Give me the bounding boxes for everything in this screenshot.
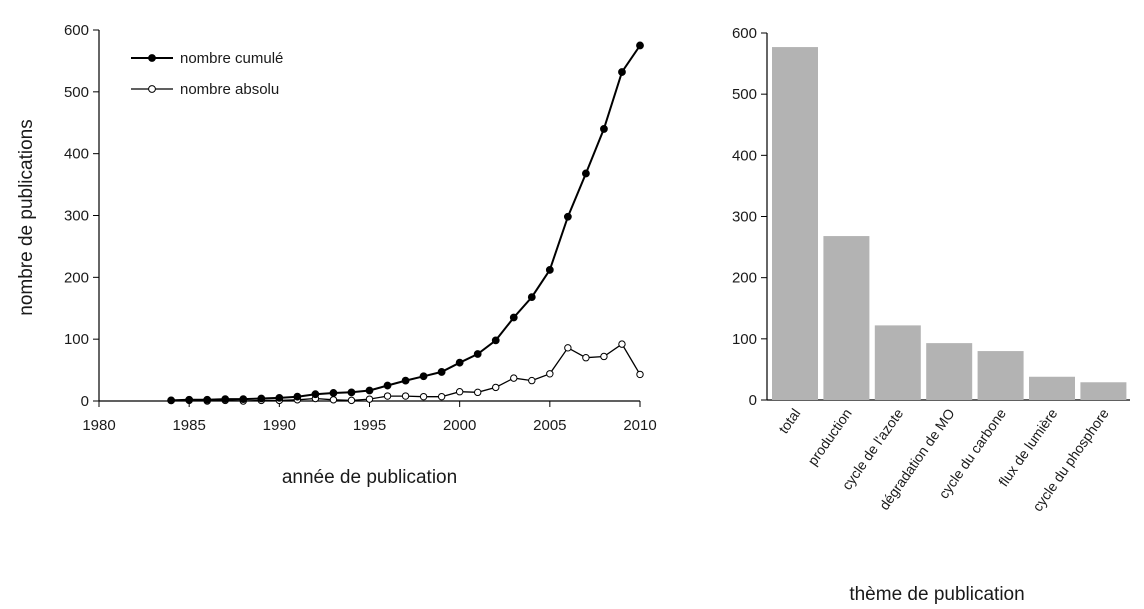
bar bbox=[1080, 382, 1127, 400]
x-tick-label: 2005 bbox=[533, 417, 566, 434]
y-tick-label: 400 bbox=[732, 147, 757, 164]
data-point bbox=[492, 383, 500, 392]
data-point bbox=[437, 368, 446, 376]
data-point bbox=[419, 372, 428, 381]
line-chart: 1980 1985 1990 1995 2000 2005 2010 0 100 200 300 40… bbox=[16, 22, 657, 488]
data-point bbox=[383, 381, 392, 390]
data-point bbox=[636, 41, 644, 50]
x-tick-label: 2010 bbox=[623, 417, 656, 434]
data-point bbox=[509, 313, 518, 322]
y-tick-label: 600 bbox=[732, 25, 757, 42]
data-point bbox=[491, 336, 500, 345]
x-tick-label: 1980 bbox=[82, 417, 115, 434]
data-point bbox=[600, 352, 608, 361]
data-point bbox=[293, 392, 302, 401]
y-tick-label: 0 bbox=[81, 393, 89, 410]
y-tick-label: 0 bbox=[749, 392, 757, 409]
category-label: production bbox=[804, 406, 855, 469]
bar bbox=[772, 47, 818, 401]
y-tick-label: 500 bbox=[64, 84, 89, 101]
y-tick-label: 100 bbox=[64, 331, 89, 348]
data-point bbox=[437, 392, 446, 401]
x-axis-title: année de publication bbox=[282, 467, 457, 488]
data-point bbox=[365, 395, 374, 403]
y-tick-label: 200 bbox=[732, 270, 757, 287]
data-point bbox=[329, 389, 338, 397]
bar bbox=[977, 351, 1024, 400]
y-tick-label: 400 bbox=[64, 146, 89, 163]
data-point bbox=[636, 370, 644, 379]
data-point bbox=[510, 374, 518, 382]
data-point bbox=[528, 376, 536, 385]
legend-marker bbox=[148, 54, 156, 62]
data-point bbox=[383, 392, 392, 400]
data-point bbox=[419, 392, 428, 401]
y-tick-label: 200 bbox=[64, 269, 89, 286]
x-tick-label: 1995 bbox=[353, 417, 386, 434]
category-label: total bbox=[775, 406, 803, 437]
y-tick-label: 500 bbox=[732, 86, 757, 103]
data-point bbox=[563, 212, 572, 221]
data-point bbox=[582, 169, 590, 178]
data-point bbox=[167, 396, 176, 405]
data-point bbox=[546, 370, 554, 378]
data-point bbox=[600, 125, 608, 133]
legend-label: nombre cumulé bbox=[180, 50, 283, 67]
data-point bbox=[401, 392, 410, 400]
data-point bbox=[311, 390, 320, 399]
x-axis-title: thème de publication bbox=[849, 584, 1024, 605]
data-point bbox=[257, 394, 266, 403]
data-point bbox=[329, 396, 338, 404]
data-point bbox=[473, 350, 482, 358]
bar bbox=[1029, 376, 1075, 400]
y-tick-label: 300 bbox=[732, 209, 757, 226]
data-point bbox=[527, 293, 536, 302]
x-tick-label: 1985 bbox=[172, 417, 205, 434]
x-tick-label: 2000 bbox=[443, 417, 476, 434]
y-tick-label: 300 bbox=[64, 208, 89, 225]
data-point bbox=[239, 395, 248, 404]
data-point bbox=[347, 388, 356, 397]
bar bbox=[823, 236, 870, 400]
legend-label: nombre absolu bbox=[180, 81, 279, 98]
x-tick-label: 1990 bbox=[263, 417, 296, 434]
data-point bbox=[564, 344, 572, 352]
data-point bbox=[203, 395, 212, 404]
data-point bbox=[221, 395, 230, 404]
data-point bbox=[455, 388, 464, 396]
data-point bbox=[582, 354, 590, 362]
data-point bbox=[275, 394, 284, 402]
data-point bbox=[365, 386, 374, 395]
data-point bbox=[455, 358, 464, 367]
data-point bbox=[618, 340, 626, 348]
data-point bbox=[618, 68, 626, 76]
data-point bbox=[185, 395, 194, 404]
bar bbox=[926, 343, 973, 400]
legend-marker bbox=[148, 85, 156, 93]
data-point bbox=[347, 396, 356, 405]
y-tick-label: 100 bbox=[732, 331, 757, 348]
data-point bbox=[401, 376, 410, 385]
data-point bbox=[545, 266, 554, 274]
y-tick-label: 600 bbox=[64, 22, 89, 39]
data-point bbox=[474, 388, 482, 397]
y-axis-title: nombre de publications bbox=[16, 119, 37, 315]
bar bbox=[874, 325, 921, 400]
